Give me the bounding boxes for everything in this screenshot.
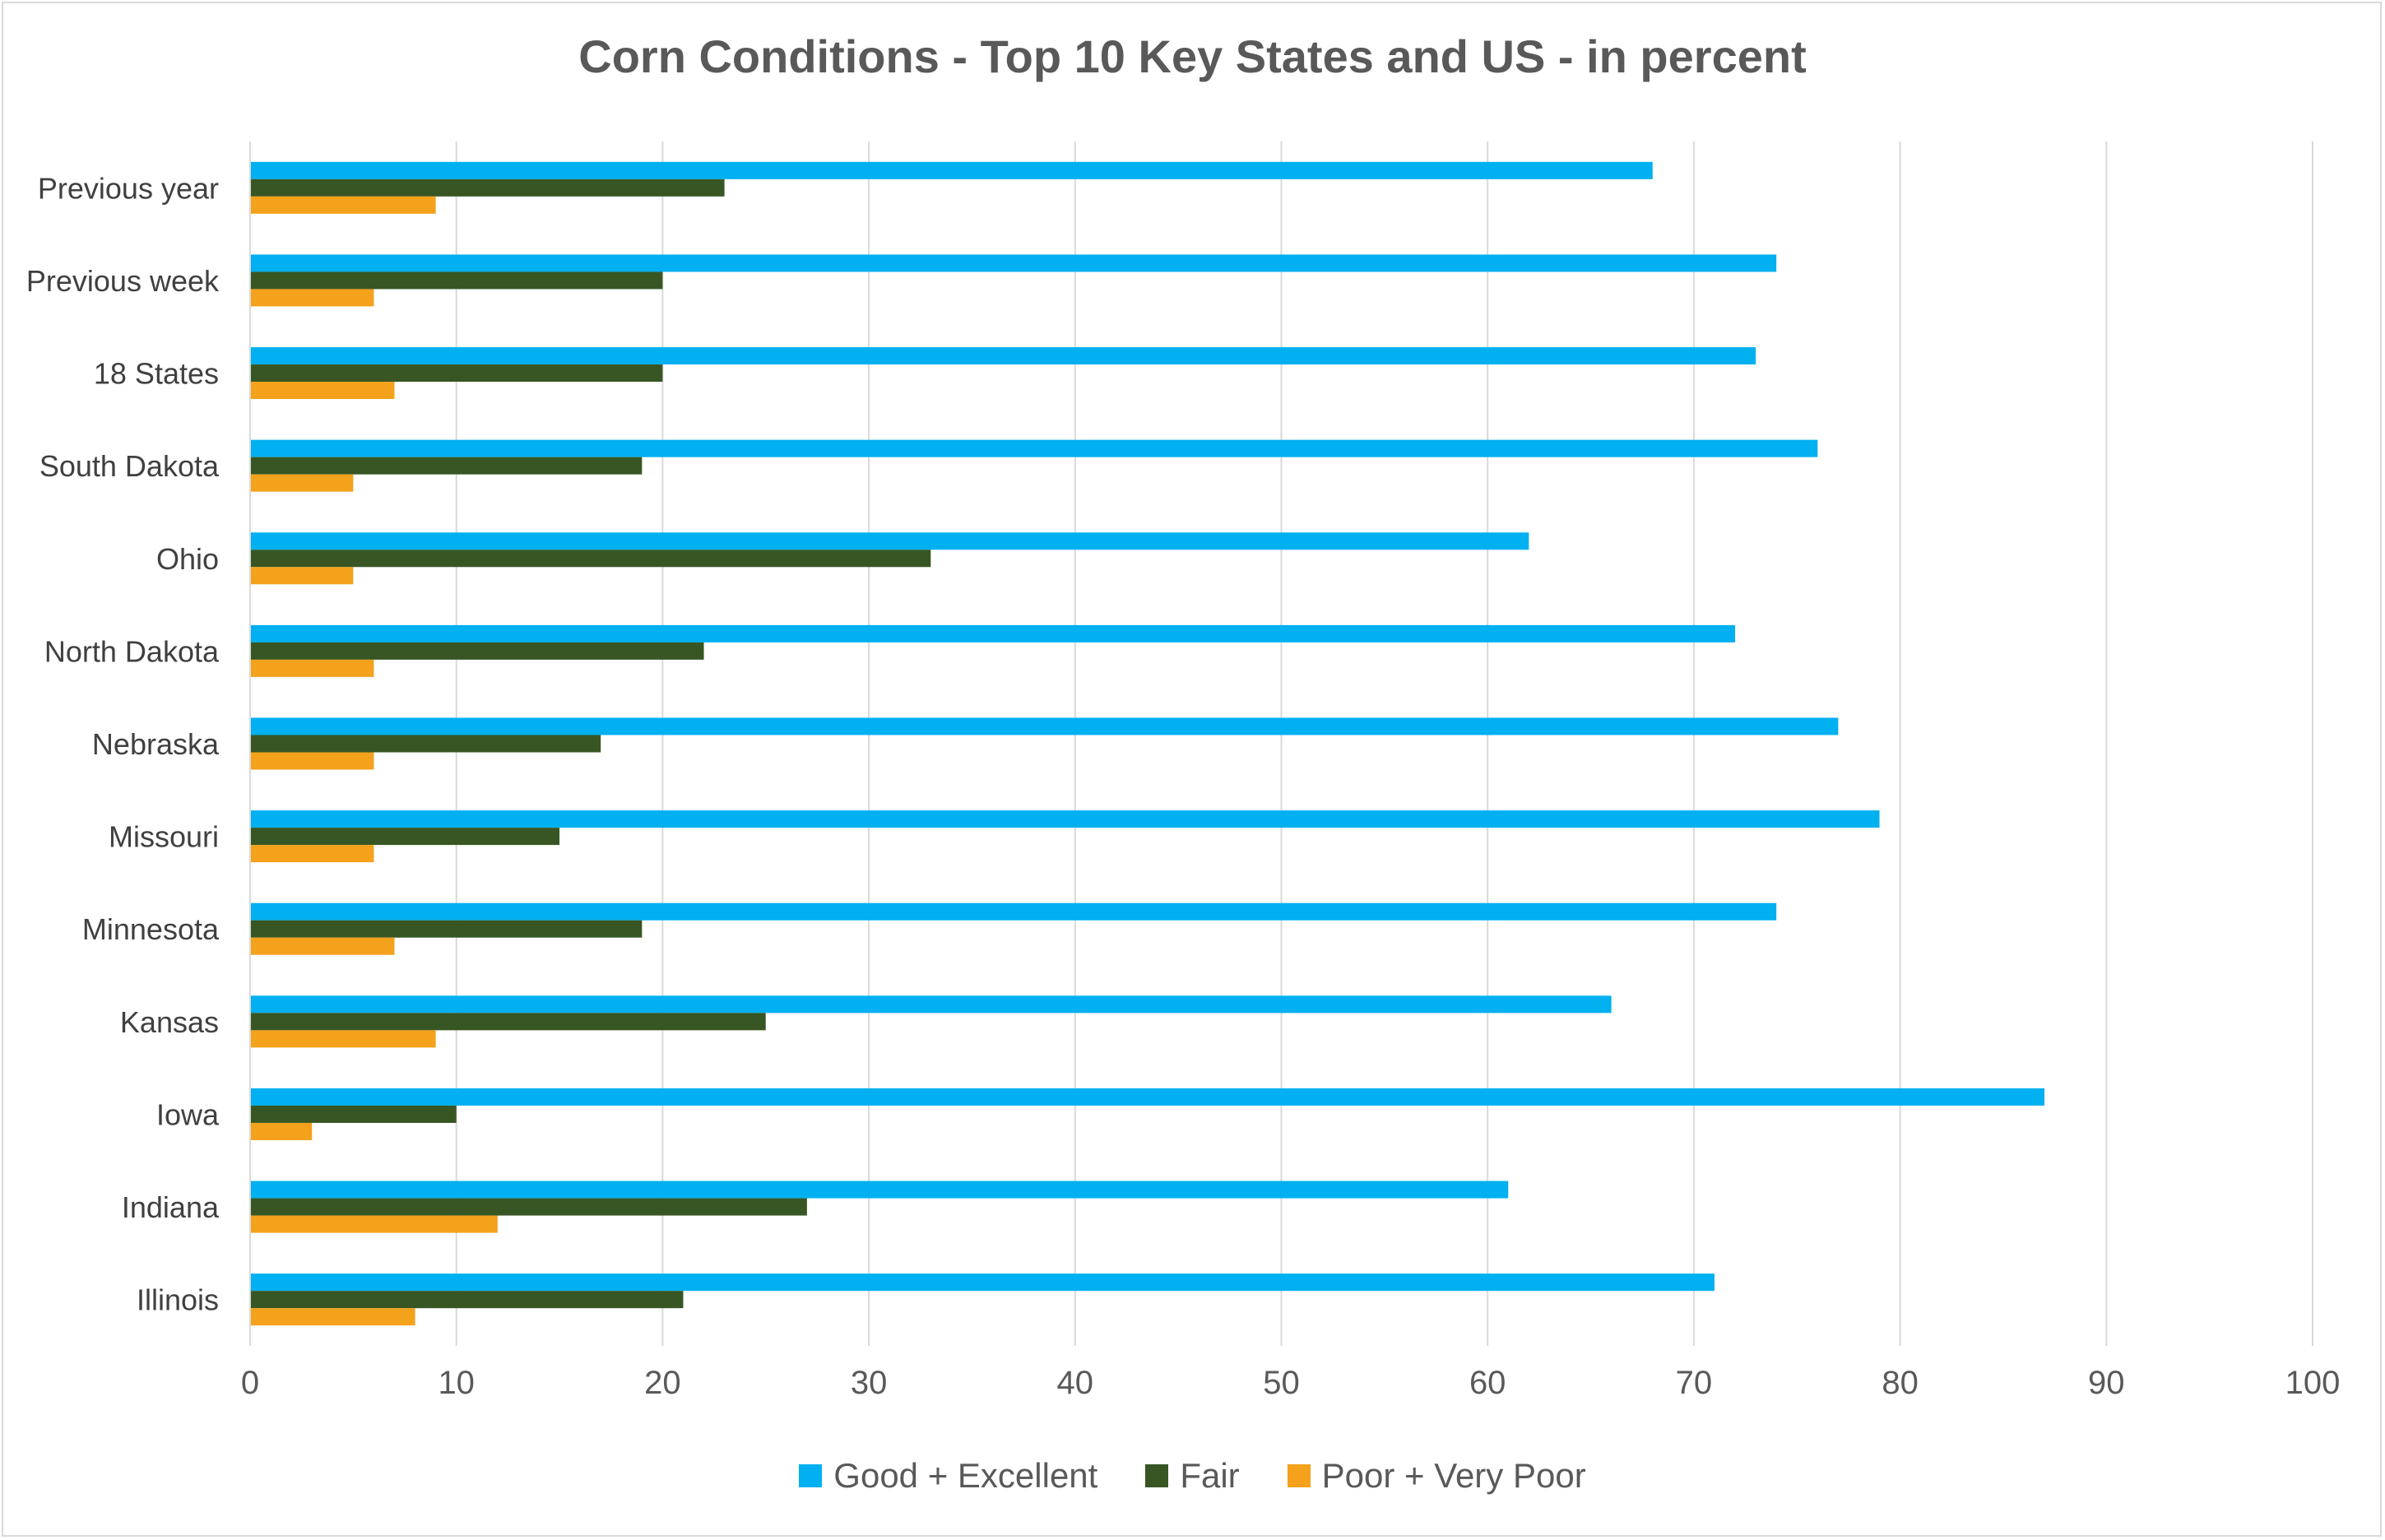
category-label: Minnesota (82, 912, 220, 946)
bar-good-excellent-18-states (250, 347, 1756, 365)
bar-good-excellent-minnesota (250, 902, 1777, 921)
bar-fair-kansas (250, 1013, 766, 1031)
category-label: Previous week (26, 264, 220, 298)
bar-good-excellent-previous-week (250, 254, 1777, 272)
bar-fair-minnesota (250, 920, 643, 938)
bar-poor-very-poor-previous-week (250, 289, 374, 307)
bar-fair-previous-week (250, 271, 663, 290)
legend: Good + Excellent Fair Poor + Very Poor (0, 1456, 2385, 1496)
bar-good-excellent-iowa (250, 1088, 2045, 1106)
legend-item: Poor + Very Poor (1287, 1456, 1586, 1496)
labels: 0 10 20 30 40 50 60 70 80 90 100 Previous year Previ… (26, 171, 2340, 1401)
x-tick-label: 0 (241, 1365, 259, 1401)
bar-fair-18-states (250, 364, 663, 383)
bar-good-excellent-previous-year (250, 161, 1653, 179)
bar-fair-previous-year (250, 179, 725, 197)
x-tick-label: 40 (1057, 1365, 1094, 1401)
bar-fair-iowa (250, 1105, 457, 1123)
bar-poor-very-poor-minnesota (250, 937, 395, 955)
legend-swatch (799, 1464, 823, 1487)
bar-poor-very-poor-iowa (250, 1122, 313, 1140)
bar-poor-very-poor-previous-year (250, 196, 436, 214)
bar-fair-north-dakota (250, 642, 704, 660)
x-tick-label: 10 (438, 1365, 475, 1401)
category-label: Kansas (120, 1005, 219, 1039)
category-label: Iowa (156, 1097, 220, 1131)
legend-swatch (1287, 1464, 1311, 1487)
x-tick-label: 80 (1882, 1365, 1919, 1401)
bar-poor-very-poor-kansas (250, 1030, 436, 1048)
bar-poor-very-poor-ohio (250, 567, 354, 585)
category-label: 18 States (94, 357, 219, 391)
bar-good-excellent-nebraska (250, 717, 1839, 735)
x-tick-label: 20 (644, 1365, 681, 1401)
legend-item: Fair (1145, 1456, 1240, 1496)
x-tick-label: 30 (851, 1365, 888, 1401)
x-tick-label: 70 (1676, 1365, 1713, 1401)
category-label: Illinois (137, 1283, 219, 1317)
category-label: Nebraska (92, 727, 220, 761)
bar-good-excellent-illinois (250, 1273, 1715, 1292)
bar-poor-very-poor-18-states (250, 382, 395, 400)
category-label: South Dakota (39, 449, 220, 483)
bar-poor-very-poor-north-dakota (250, 659, 374, 677)
bar-fair-missouri (250, 828, 560, 846)
bar-fair-south-dakota (250, 457, 643, 475)
legend-label: Good + Excellent (833, 1456, 1098, 1495)
bar-fair-nebraska (250, 735, 601, 753)
category-label: Ohio (156, 542, 219, 576)
bar-poor-very-poor-illinois (250, 1308, 415, 1326)
bar-poor-very-poor-indiana (250, 1215, 498, 1233)
bar-good-excellent-south-dakota (250, 439, 1818, 457)
legend-label: Fair (1180, 1456, 1240, 1495)
legend-item: Good + Excellent (799, 1456, 1097, 1496)
category-label: North Dakota (44, 634, 220, 668)
bars (250, 161, 2045, 1326)
category-label: Previous year (38, 171, 219, 205)
bar-good-excellent-indiana (250, 1181, 1509, 1199)
bar-fair-indiana (250, 1198, 807, 1216)
category-label: Missouri (109, 820, 219, 854)
bar-poor-very-poor-missouri (250, 845, 374, 863)
legend-swatch (1145, 1464, 1169, 1487)
bar-fair-illinois (250, 1291, 684, 1309)
bar-good-excellent-kansas (250, 995, 1612, 1014)
gridlines (455, 141, 2313, 1346)
category-label: Indiana (122, 1190, 220, 1224)
legend-label: Poor + Very Poor (1321, 1456, 1586, 1495)
x-tick-label: 50 (1263, 1365, 1300, 1401)
bar-good-excellent-missouri (250, 810, 1880, 828)
bar-poor-very-poor-nebraska (250, 752, 374, 770)
x-tick-label: 90 (2088, 1365, 2125, 1401)
bar-good-excellent-north-dakota (250, 624, 1736, 642)
x-tick-label: 100 (2285, 1365, 2341, 1401)
bar-good-excellent-ohio (250, 532, 1529, 550)
x-tick-label: 60 (1469, 1365, 1506, 1401)
chart-title: Corn Conditions - Top 10 Key States and … (578, 30, 1807, 82)
bar-poor-very-poor-south-dakota (250, 474, 354, 492)
bar-fair-ohio (250, 550, 931, 568)
